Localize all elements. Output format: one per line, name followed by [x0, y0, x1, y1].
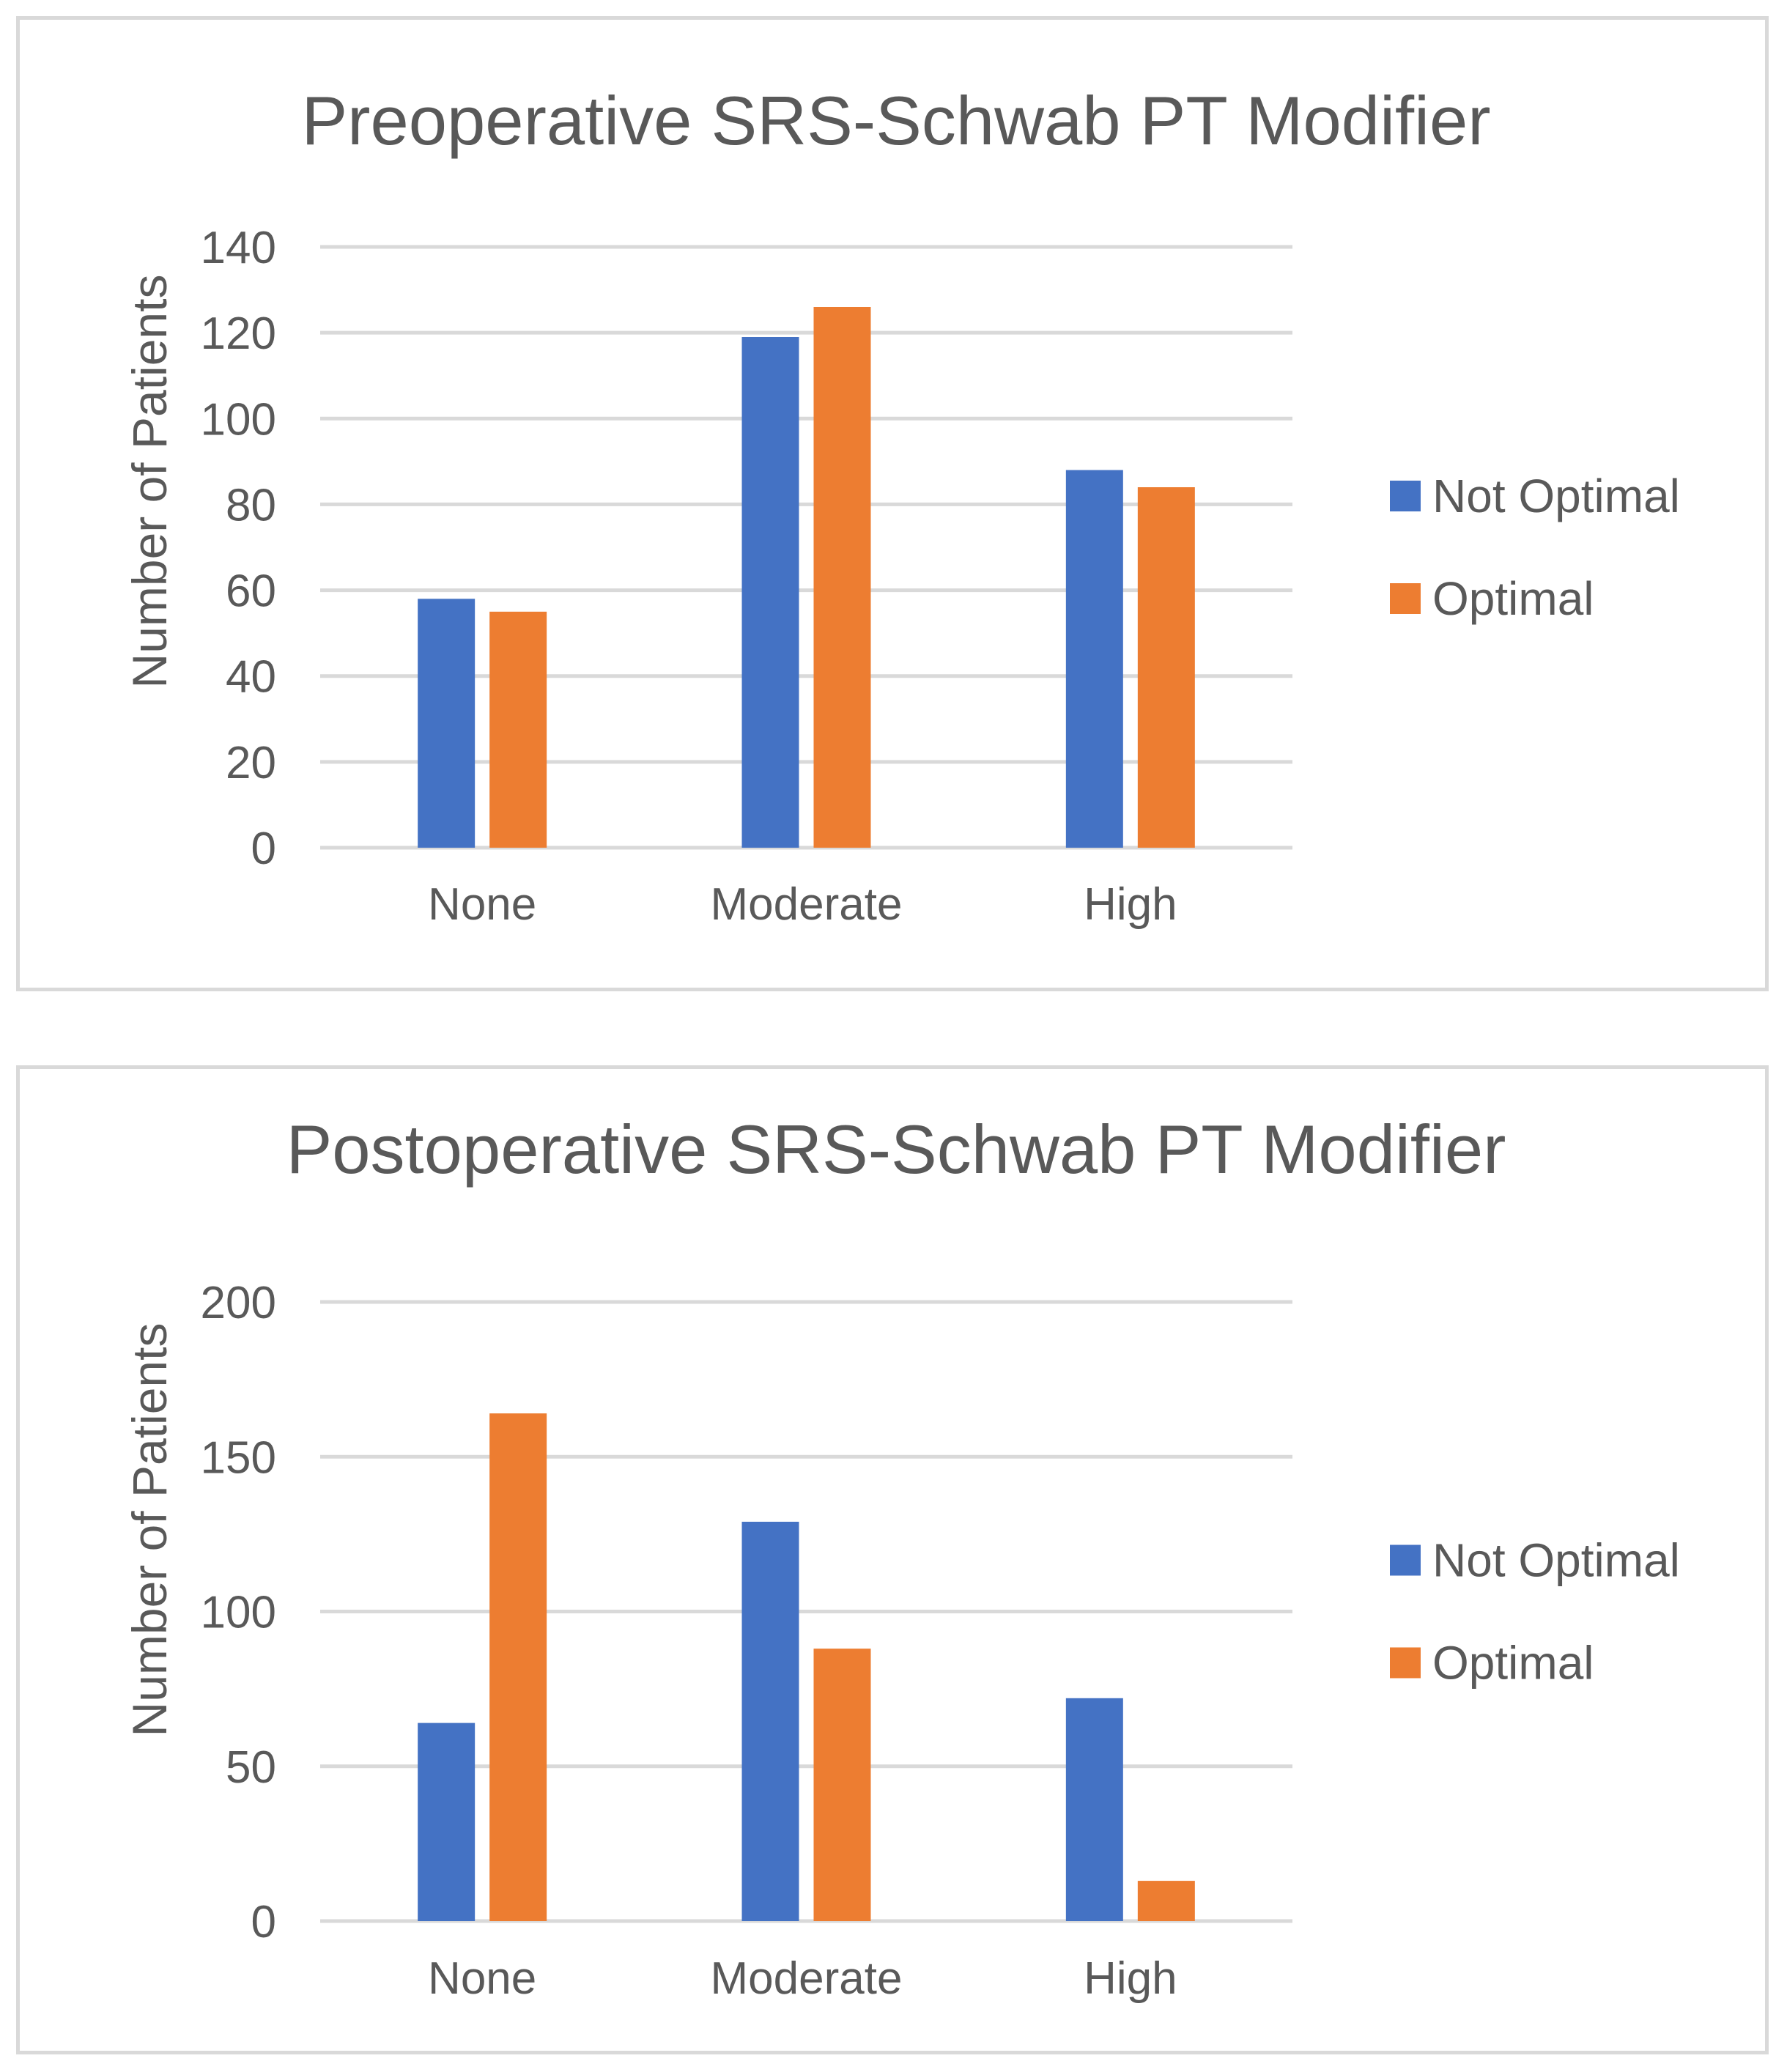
legend-label: Optimal	[1432, 572, 1594, 625]
y-tick-label: 0	[251, 1897, 276, 1947]
bar-optimal-moderate	[813, 1649, 871, 1921]
x-category-label: Moderate	[711, 1953, 903, 2004]
preoperative-x-ticks: None Moderate High	[428, 879, 1177, 930]
y-tick-label: 200	[201, 1278, 276, 1328]
x-category-label: High	[1084, 1953, 1177, 2004]
postoperative-y-axis-label: Number of Patients	[122, 1323, 177, 1737]
legend-swatch	[1390, 1647, 1421, 1679]
y-tick-label: 150	[201, 1432, 276, 1483]
bar-not-optimal-moderate	[741, 337, 799, 848]
legend-label: Not Optimal	[1432, 470, 1680, 522]
y-tick-label: 140	[201, 223, 276, 273]
bar-not-optimal-high	[1065, 470, 1123, 848]
bar-not-optimal-none	[418, 599, 476, 848]
bar-optimal-moderate	[813, 307, 871, 848]
y-tick-label: 60	[226, 566, 276, 617]
y-tick-label: 50	[226, 1742, 276, 1793]
preoperative-chart-panel: 0 20 40 60 80 100 120 140 None Moderate High Preo…	[16, 16, 1769, 991]
preoperative-legend: Not Optimal Optimal	[1390, 470, 1680, 625]
y-tick-label: 100	[201, 1588, 276, 1638]
x-category-label: Moderate	[711, 879, 903, 930]
legend-swatch	[1390, 1544, 1421, 1576]
postoperative-bars	[418, 1413, 1195, 1921]
preoperative-gridlines	[320, 245, 1292, 850]
preoperative-chart: 0 20 40 60 80 100 120 140 None Moderate High Preo…	[122, 82, 1680, 930]
bar-not-optimal-high	[1065, 1698, 1123, 1921]
y-tick-label: 0	[251, 824, 276, 874]
legend-swatch	[1390, 481, 1421, 511]
bar-optimal-high	[1137, 487, 1195, 848]
postoperative-chart: 0 50 100 150 200 None Moderate High Postoperat…	[122, 1111, 1680, 2004]
postoperative-chart-title: Postoperative SRS-Schwab PT Modifier	[286, 1111, 1506, 1188]
postoperative-x-ticks: None Moderate High	[428, 1953, 1177, 2004]
preoperative-bars	[418, 307, 1195, 848]
y-tick-label: 20	[226, 738, 276, 788]
legend-label: Optimal	[1432, 1637, 1594, 1690]
y-tick-label: 100	[201, 394, 276, 445]
y-tick-label: 40	[226, 652, 276, 703]
y-tick-label: 120	[201, 308, 276, 359]
bar-not-optimal-moderate	[741, 1521, 799, 1921]
postoperative-legend: Not Optimal Optimal	[1390, 1534, 1680, 1690]
postoperative-chart-panel: 0 50 100 150 200 None Moderate High Postoperat…	[16, 1065, 1769, 2054]
x-category-label: None	[428, 1953, 536, 2004]
x-category-label: None	[428, 879, 536, 930]
bar-not-optimal-none	[418, 1723, 476, 1921]
bar-optimal-high	[1137, 1881, 1195, 1921]
preoperative-y-ticks: 0 20 40 60 80 100 120 140	[201, 223, 276, 874]
bar-optimal-none	[489, 1413, 547, 1921]
preoperative-chart-title: Preoperative SRS-Schwab PT Modifier	[301, 82, 1490, 159]
postoperative-gridlines	[320, 1300, 1292, 1923]
legend-label: Not Optimal	[1432, 1534, 1680, 1587]
postoperative-y-ticks: 0 50 100 150 200	[201, 1278, 276, 1947]
preoperative-y-axis-label: Number of Patients	[122, 275, 177, 689]
legend-swatch	[1390, 583, 1421, 614]
x-category-label: High	[1084, 879, 1177, 930]
bar-optimal-none	[489, 611, 547, 848]
y-tick-label: 80	[226, 480, 276, 530]
